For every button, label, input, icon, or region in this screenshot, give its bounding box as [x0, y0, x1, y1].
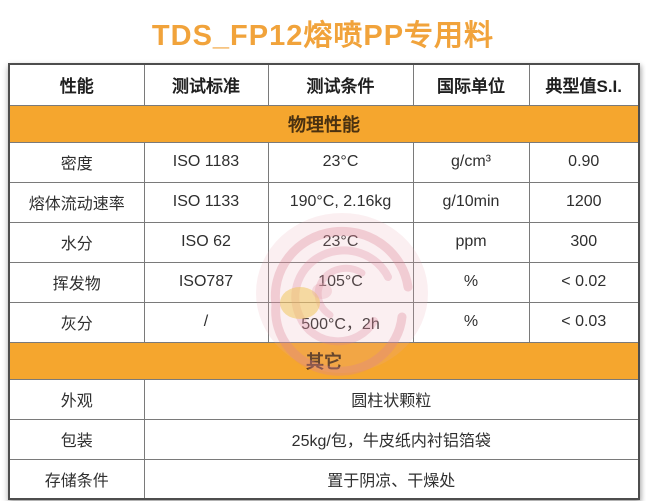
table-header-row: 性能 测试标准 测试条件 国际单位 典型值S.I.: [8, 63, 640, 106]
cell-condition: 500°C，2h: [267, 301, 414, 343]
cell-standard: ISO 62: [143, 221, 269, 263]
cell-value: < 0.02: [528, 261, 640, 303]
section-title: 物理性能: [8, 104, 640, 143]
cell-value: 300: [528, 221, 640, 263]
table-row-moisture: 水分 ISO 62 23°C ppm 300: [8, 221, 640, 263]
column-header-si-unit: 国际单位: [412, 63, 530, 106]
table-row-density: 密度 ISO 1183 23°C g/cm³ 0.90: [8, 141, 640, 183]
cell-standard: ISO787: [143, 261, 269, 303]
column-header-property: 性能: [8, 63, 145, 106]
cell-standard: ISO 1183: [143, 141, 269, 183]
cell-condition: 23°C: [267, 141, 414, 183]
cell-property: 水分: [8, 221, 145, 263]
table-row-packaging: 包装 25kg/包，牛皮纸内衬铝箔袋: [8, 418, 640, 460]
cell-standard: /: [143, 301, 269, 343]
cell-property: 外观: [8, 378, 145, 420]
cell-standard: ISO 1133: [143, 181, 269, 223]
table-row-storage-conditions: 存储条件 置于阴凉、干燥处: [8, 458, 640, 500]
cell-value: 1200: [528, 181, 640, 223]
cell-property: 包装: [8, 418, 145, 460]
column-header-typical-value: 典型值S.I.: [528, 63, 640, 106]
cell-value: 圆柱状颗粒: [143, 378, 640, 420]
cell-unit: g/10min: [412, 181, 530, 223]
table-row-volatiles: 挥发物 ISO787 105°C % < 0.02: [8, 261, 640, 303]
cell-condition: 105°C: [267, 261, 414, 303]
column-header-test-standard: 测试标准: [143, 63, 269, 106]
section-title: 其它: [8, 341, 640, 380]
table-row-appearance: 外观 圆柱状颗粒: [8, 378, 640, 420]
cell-condition: 23°C: [267, 221, 414, 263]
cell-unit: g/cm³: [412, 141, 530, 183]
page-title: TDS_FP12熔喷PP专用料: [151, 20, 495, 52]
table-row-ash: 灰分 / 500°C，2h % < 0.03: [8, 301, 640, 343]
cell-unit: %: [412, 301, 530, 343]
cell-value: 置于阴凉、干燥处: [143, 458, 640, 500]
cell-property: 挥发物: [8, 261, 145, 303]
section-header-other: 其它: [8, 341, 640, 380]
tds-spec-table: 性能 测试标准 测试条件 国际单位 典型值S.I. 物理性能 密度 ISO 11…: [8, 63, 640, 500]
cell-property: 灰分: [8, 301, 145, 343]
cell-property: 存储条件: [8, 458, 145, 500]
cell-unit: %: [412, 261, 530, 303]
cell-value: 25kg/包，牛皮纸内衬铝箔袋: [143, 418, 640, 460]
column-header-test-condition: 测试条件: [267, 63, 414, 106]
table-row-melt-flow-rate: 熔体流动速率 ISO 1133 190°C, 2.16kg g/10min 12…: [8, 181, 640, 223]
cell-value: 0.90: [528, 141, 640, 183]
cell-property: 熔体流动速率: [8, 181, 145, 223]
cell-property: 密度: [8, 141, 145, 183]
cell-condition: 190°C, 2.16kg: [267, 181, 414, 223]
cell-unit: ppm: [412, 221, 530, 263]
section-header-physical-properties: 物理性能: [8, 104, 640, 143]
cell-value: < 0.03: [528, 301, 640, 343]
